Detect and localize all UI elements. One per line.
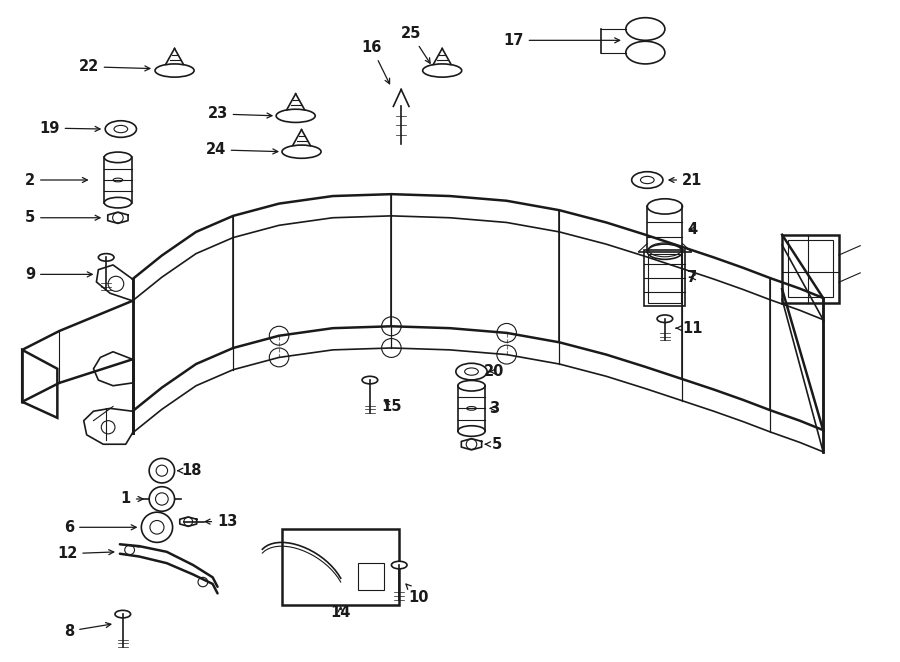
Text: 16: 16 bbox=[362, 40, 390, 84]
Text: 17: 17 bbox=[503, 33, 620, 48]
Bar bbox=[648, 254, 681, 303]
Text: 13: 13 bbox=[205, 514, 238, 529]
Text: 5: 5 bbox=[25, 211, 100, 225]
Ellipse shape bbox=[98, 254, 114, 261]
Bar bbox=[358, 563, 384, 590]
Text: 1: 1 bbox=[121, 491, 143, 506]
Text: 9: 9 bbox=[25, 267, 92, 282]
Text: 7: 7 bbox=[688, 269, 698, 285]
Ellipse shape bbox=[657, 315, 672, 322]
Text: 21: 21 bbox=[669, 173, 702, 187]
Bar bbox=[788, 240, 832, 297]
Text: 8: 8 bbox=[64, 622, 111, 639]
Bar bbox=[282, 529, 400, 604]
Text: 4: 4 bbox=[688, 222, 698, 236]
Text: 15: 15 bbox=[381, 399, 401, 414]
Ellipse shape bbox=[115, 610, 130, 618]
Text: 20: 20 bbox=[484, 364, 504, 379]
Text: 24: 24 bbox=[205, 142, 278, 158]
Text: 12: 12 bbox=[57, 546, 113, 561]
Text: 2: 2 bbox=[25, 173, 87, 187]
Text: 11: 11 bbox=[676, 320, 703, 336]
Text: 5: 5 bbox=[485, 437, 502, 451]
Text: 18: 18 bbox=[177, 463, 202, 478]
Text: 14: 14 bbox=[330, 604, 351, 620]
Text: 10: 10 bbox=[406, 584, 429, 604]
Text: 19: 19 bbox=[40, 120, 100, 136]
Ellipse shape bbox=[362, 376, 378, 384]
Ellipse shape bbox=[392, 561, 407, 569]
Text: 6: 6 bbox=[64, 520, 136, 535]
Bar bbox=[644, 250, 686, 307]
Text: 22: 22 bbox=[78, 60, 150, 74]
Bar bbox=[782, 235, 839, 303]
Text: 25: 25 bbox=[400, 26, 430, 64]
Text: 23: 23 bbox=[207, 107, 272, 121]
Text: 3: 3 bbox=[489, 401, 499, 416]
